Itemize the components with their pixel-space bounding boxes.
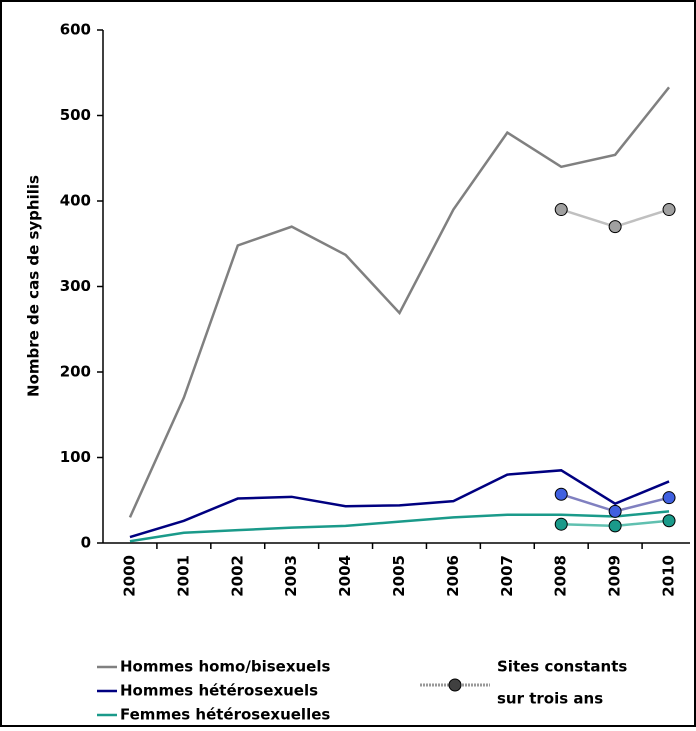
x-tick-label: 2005 <box>390 555 408 597</box>
x-tick-label: 2004 <box>336 555 354 597</box>
legend-label: Hommes homo/bisexuels <box>120 658 330 676</box>
y-tick-label: 100 <box>60 448 91 466</box>
y-tick-label: 400 <box>60 192 91 210</box>
constant-sites-marker <box>554 517 568 531</box>
series-line <box>129 510 670 543</box>
x-tick-label: 2003 <box>282 555 300 597</box>
y-tick-label: 200 <box>60 363 91 381</box>
legend-marker <box>448 678 462 692</box>
y-tick-label: 300 <box>60 277 91 295</box>
x-tick-label: 2009 <box>606 555 624 597</box>
x-tick-label: 2007 <box>498 555 516 597</box>
y-tick-label: 600 <box>60 21 91 39</box>
constant-sites-marker <box>554 203 568 217</box>
constant-sites-marker <box>608 504 622 518</box>
constant-sites-marker <box>662 491 676 505</box>
x-tick-label: 2010 <box>660 555 678 597</box>
constant-sites-marker <box>608 220 622 234</box>
legend-label: Femmes hétérosexuelles <box>120 706 330 724</box>
series-line <box>128 86 671 518</box>
x-tick-label: 2008 <box>552 555 570 597</box>
y-tick-label: 500 <box>60 106 91 124</box>
x-tick-label: 2002 <box>228 555 246 597</box>
y-tick-label: 0 <box>81 534 91 552</box>
series-line <box>129 469 670 539</box>
legend-label: Hommes hétérosexuels <box>120 682 318 700</box>
constant-sites-marker <box>662 203 676 217</box>
constant-sites-marker <box>554 487 568 501</box>
x-tick-label: 2000 <box>120 555 138 597</box>
legend-label: Sites constants <box>497 658 627 676</box>
x-tick-label: 2006 <box>444 555 462 597</box>
x-tick-label: 2001 <box>174 555 192 597</box>
constant-sites-marker <box>608 519 622 533</box>
constant-sites-marker <box>662 514 676 528</box>
legend-label: sur trois ans <box>497 690 603 708</box>
y-axis-label: Nombre de cas de syphilis <box>25 175 43 397</box>
